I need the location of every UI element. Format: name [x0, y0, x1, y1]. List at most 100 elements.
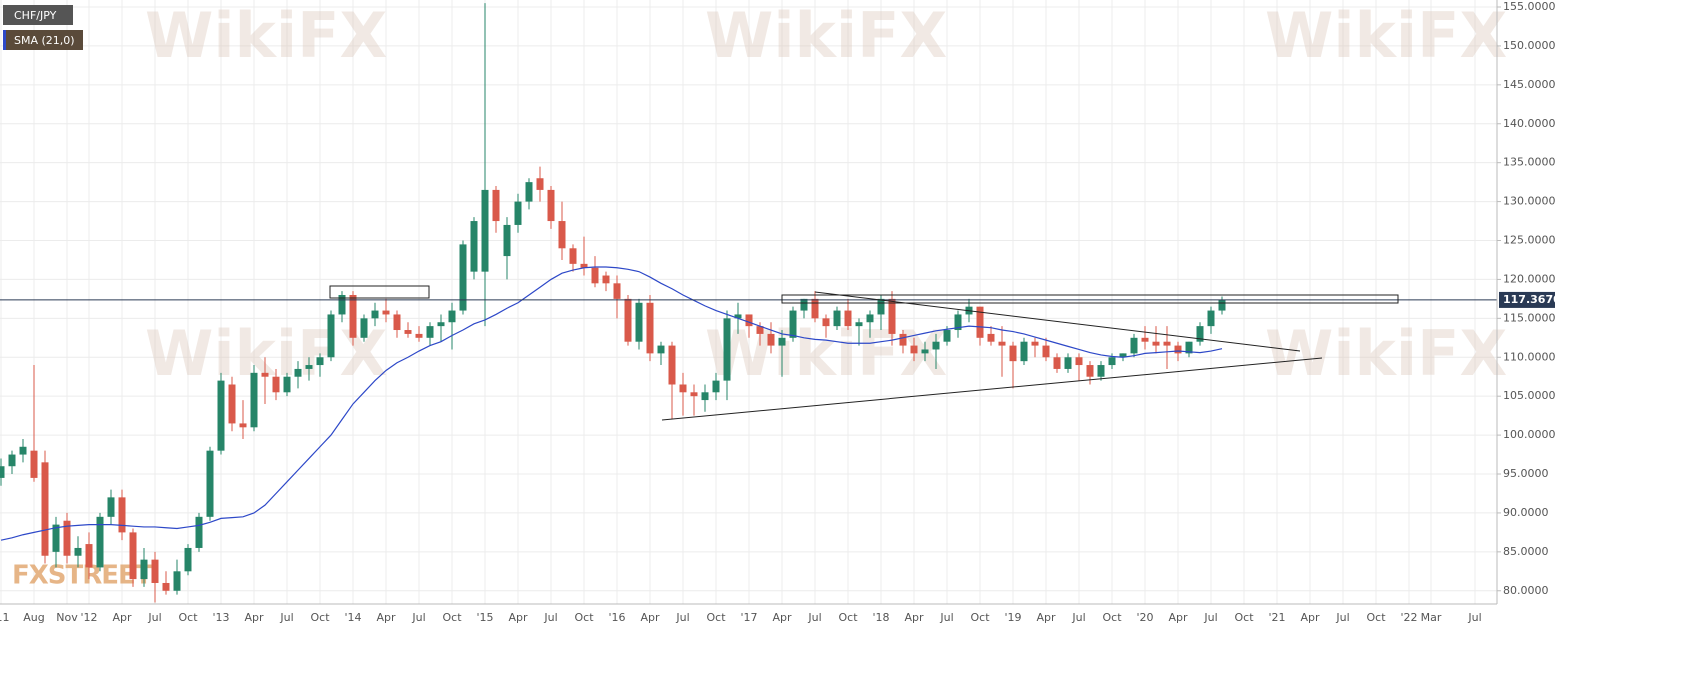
candle-body	[0, 466, 5, 478]
candle-body	[1009, 345, 1017, 362]
x-tick-label: Oct	[706, 611, 726, 624]
x-tick-label: Jul	[807, 611, 821, 624]
legend-swatch	[3, 30, 6, 50]
x-tick-label: Apr	[1300, 611, 1320, 624]
watermarks: WikiFX WikiFX WikiFX WikiFX WikiFX WikiF…	[145, 0, 1507, 390]
candle-body	[338, 294, 346, 315]
x-tick-label: Apr	[244, 611, 264, 624]
candle-body	[569, 248, 577, 264]
candle-body	[1141, 337, 1149, 342]
x-tick-label: Oct	[1366, 611, 1386, 624]
x-tick-label: Nov	[56, 611, 78, 624]
candle-body	[1163, 341, 1171, 346]
candle-body	[877, 298, 885, 315]
y-tick-label: 125.0000	[1503, 234, 1556, 247]
candle-body	[85, 544, 93, 568]
axes: 80.0000 85.0000 90.0000 95.0000 100.0000 105.…	[0, 0, 1556, 624]
plot	[0, 3, 1497, 603]
x-tick-label: Aug	[23, 611, 44, 624]
y-tick-label: 90.0000	[1503, 506, 1549, 519]
x-tick-label: Oct	[970, 611, 990, 624]
candle-body	[1152, 341, 1160, 346]
candle-body	[767, 333, 775, 346]
x-tick-label: Oct	[1234, 611, 1254, 624]
candle-body	[624, 298, 632, 342]
candle-body	[756, 326, 764, 334]
candle-body	[1020, 341, 1028, 362]
grid	[0, 0, 1497, 604]
x-tick-label: Apr	[640, 611, 660, 624]
candle-body	[591, 267, 599, 284]
trend-line	[661, 357, 1323, 421]
candle-body	[866, 314, 874, 323]
candle-body	[646, 302, 654, 354]
candle-body	[745, 314, 753, 327]
legend-box	[3, 30, 83, 50]
x-tick-label: Jul	[411, 611, 425, 624]
x-tick-label: Apr	[1036, 611, 1056, 624]
candle-body	[1075, 357, 1083, 366]
candle-body	[943, 330, 951, 342]
candle-body	[1097, 365, 1105, 377]
candle-body	[954, 314, 962, 331]
x-tick-label: Apr	[508, 611, 528, 624]
candle-body	[360, 318, 368, 338]
candle-body	[536, 178, 544, 190]
x-tick-label: Jul	[939, 611, 953, 624]
x-tick-label: Apr	[772, 611, 792, 624]
y-tick-label: 145.0000	[1503, 78, 1556, 91]
candle-body	[635, 302, 643, 342]
candle-body	[481, 189, 489, 272]
candle-body	[206, 450, 214, 517]
candle-body	[1174, 345, 1182, 354]
candle-body	[140, 559, 148, 580]
candle-body	[921, 349, 929, 354]
y-tick-label: 130.0000	[1503, 195, 1556, 208]
watermark: WikiFX	[1265, 0, 1507, 72]
x-tick-label: Oct	[1102, 611, 1122, 624]
candle-body	[734, 314, 742, 319]
x-tick-label: '13	[212, 611, 229, 624]
y-tick-label: 115.0000	[1503, 311, 1556, 324]
zone-box	[329, 285, 430, 299]
candle-body	[789, 310, 797, 338]
y-tick-label: 120.0000	[1503, 272, 1556, 285]
candle-body	[833, 310, 841, 327]
candle-body	[151, 559, 159, 583]
candle-body	[294, 368, 302, 377]
candle-body	[668, 345, 676, 385]
candle-body	[580, 263, 588, 268]
candle-body	[448, 310, 456, 323]
candle-body	[393, 314, 401, 331]
candle-body	[1185, 341, 1193, 354]
candle-body	[602, 275, 610, 284]
x-tick-label: Mar	[1421, 611, 1442, 624]
candle-body	[41, 462, 49, 556]
candle-body	[1119, 353, 1127, 358]
candle-body	[118, 497, 126, 533]
x-tick-label: Jul	[279, 611, 293, 624]
candle-body	[899, 333, 907, 346]
candle-body	[250, 372, 258, 428]
y-tick-label: 100.0000	[1503, 428, 1556, 441]
x-tick-label: Jul	[147, 611, 161, 624]
x-tick-label: Jul	[1071, 611, 1085, 624]
candle-body	[1207, 310, 1215, 327]
x-tick-label: '20	[1136, 611, 1153, 624]
x-tick-label: '17	[740, 611, 757, 624]
candle-body	[470, 221, 478, 272]
x-tick-label: Jul	[543, 611, 557, 624]
candle-body	[283, 376, 291, 393]
x-tick-label: '16	[608, 611, 625, 624]
y-tick-label: 80.0000	[1503, 584, 1549, 597]
x-tick-label: Apr	[904, 611, 924, 624]
candle-body	[426, 326, 434, 338]
candle-body	[613, 283, 621, 299]
candle-body	[30, 450, 38, 478]
candle-body	[162, 582, 170, 591]
candle-body	[558, 221, 566, 249]
y-tick-label: 105.0000	[1503, 389, 1556, 402]
candle-body	[1130, 337, 1138, 354]
